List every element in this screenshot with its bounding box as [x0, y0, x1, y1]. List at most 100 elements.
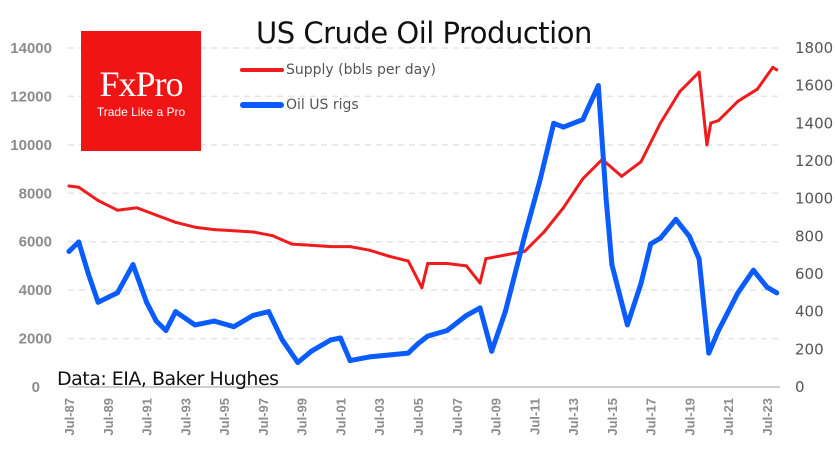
supply-point — [251, 230, 255, 234]
y-left-tick-label: 14000 — [10, 40, 52, 57]
y-right-tick-label: 1600 — [795, 77, 833, 95]
x-tick-label: Jul-05 — [411, 398, 426, 436]
supply-point — [67, 184, 71, 188]
x-tick-label: Jul-09 — [489, 398, 504, 436]
rigs-point — [266, 309, 272, 315]
rigs-point — [144, 299, 150, 305]
y-left-tick-label: 0 — [32, 379, 40, 396]
rigs-point — [85, 271, 91, 277]
rigs-point — [716, 328, 722, 333]
supply-point — [523, 249, 527, 253]
supply-point — [658, 121, 662, 125]
rigs-line — [66, 83, 780, 365]
rigs-point — [706, 350, 712, 356]
supply-point — [771, 65, 775, 69]
rigs-point — [163, 328, 169, 333]
rigs-point — [308, 348, 314, 354]
supply-point — [212, 228, 216, 232]
supply-point — [561, 206, 565, 210]
supply-point — [329, 245, 333, 249]
y-right-tick-label: 800 — [795, 227, 824, 245]
rigs-point — [560, 124, 566, 130]
rigs-point — [386, 352, 392, 358]
x-tick-label: Jul-97 — [256, 398, 271, 436]
rigs-point — [595, 83, 601, 89]
y-right-tick-label: 1000 — [795, 190, 833, 208]
legend-label-supply: Supply (bbls per day) — [286, 62, 436, 78]
rigs-point — [76, 239, 82, 245]
supply-point — [426, 262, 430, 266]
supply-point — [77, 185, 81, 189]
legend-label-rigs: Oil US rigs — [286, 97, 359, 113]
rigs-point — [211, 318, 217, 324]
y-right-tick-label: 200 — [795, 340, 824, 358]
x-tick-label: Jul-17 — [644, 398, 659, 436]
rigs-point — [750, 267, 756, 273]
rigs-point — [463, 312, 469, 318]
supply-point — [503, 253, 507, 257]
rigs-point — [609, 262, 615, 268]
rigs-point — [774, 290, 780, 296]
rigs-point — [279, 337, 285, 343]
supply-point — [387, 254, 391, 258]
supply-point — [717, 119, 721, 123]
supply-point — [135, 206, 139, 210]
rigs-point — [477, 305, 483, 311]
rigs-point — [415, 341, 421, 347]
rigs-point — [624, 322, 630, 328]
rigs-point — [153, 318, 159, 324]
supply-point — [775, 68, 779, 72]
rigs-point — [551, 120, 557, 126]
y-right-tick-label: 1800 — [795, 39, 833, 57]
x-tick-label: Jul-87 — [62, 398, 77, 436]
legend-rigs: Oil US rigs — [240, 97, 359, 113]
rigs-point — [130, 262, 136, 268]
x-tick-label: Jul-21 — [721, 398, 736, 436]
y-left-tick-label: 8000 — [19, 185, 52, 202]
supply-point — [348, 245, 352, 249]
logo-brand: FxPro — [99, 64, 183, 104]
supply-point — [736, 99, 740, 103]
supply-point — [174, 220, 178, 224]
supply-point — [115, 208, 119, 212]
y-right-tick-label: 1200 — [795, 152, 833, 170]
rigs-point — [367, 354, 373, 360]
rigs-point — [764, 284, 770, 290]
supply-point — [620, 174, 624, 178]
supply-point — [445, 262, 449, 266]
supply-point — [464, 264, 468, 268]
y-right-tick-label: 0 — [795, 378, 805, 396]
y-right-tick-label: 400 — [795, 303, 824, 321]
supply-point — [697, 70, 701, 74]
y-left-tick-label: 6000 — [19, 234, 52, 251]
x-tick-label: Jul-07 — [450, 398, 465, 436]
rigs-point — [686, 233, 692, 239]
x-tick-label: Jul-15 — [605, 398, 620, 436]
rigs-point — [603, 196, 609, 202]
supply-point — [639, 160, 643, 164]
x-tick-label: Jul-03 — [372, 398, 387, 436]
rigs-point — [66, 248, 72, 254]
supply-point — [484, 257, 488, 261]
rigs-point — [192, 322, 198, 328]
supply-point — [290, 242, 294, 246]
rigs-point — [95, 299, 101, 305]
x-tick-label: Jul-23 — [760, 398, 775, 436]
rigs-point — [580, 117, 586, 123]
supply-point — [581, 177, 585, 181]
rigs-point — [231, 324, 237, 330]
legend-swatch-rigs — [240, 102, 284, 108]
rigs-point — [444, 328, 450, 333]
rigs-point — [250, 312, 256, 318]
rigs-point — [735, 290, 741, 296]
y-left-tick-label: 10000 — [10, 137, 52, 154]
supply-point — [755, 87, 759, 91]
supply-point — [154, 213, 158, 217]
x-tick-label: Jul-13 — [566, 398, 581, 436]
supply-point — [709, 121, 713, 125]
x-tick-label: Jul-99 — [295, 398, 310, 436]
x-tick-label: Jul-93 — [178, 398, 193, 436]
chart-title: US Crude Oil Production — [256, 16, 592, 50]
y-left-tick-label: 4000 — [19, 282, 52, 299]
